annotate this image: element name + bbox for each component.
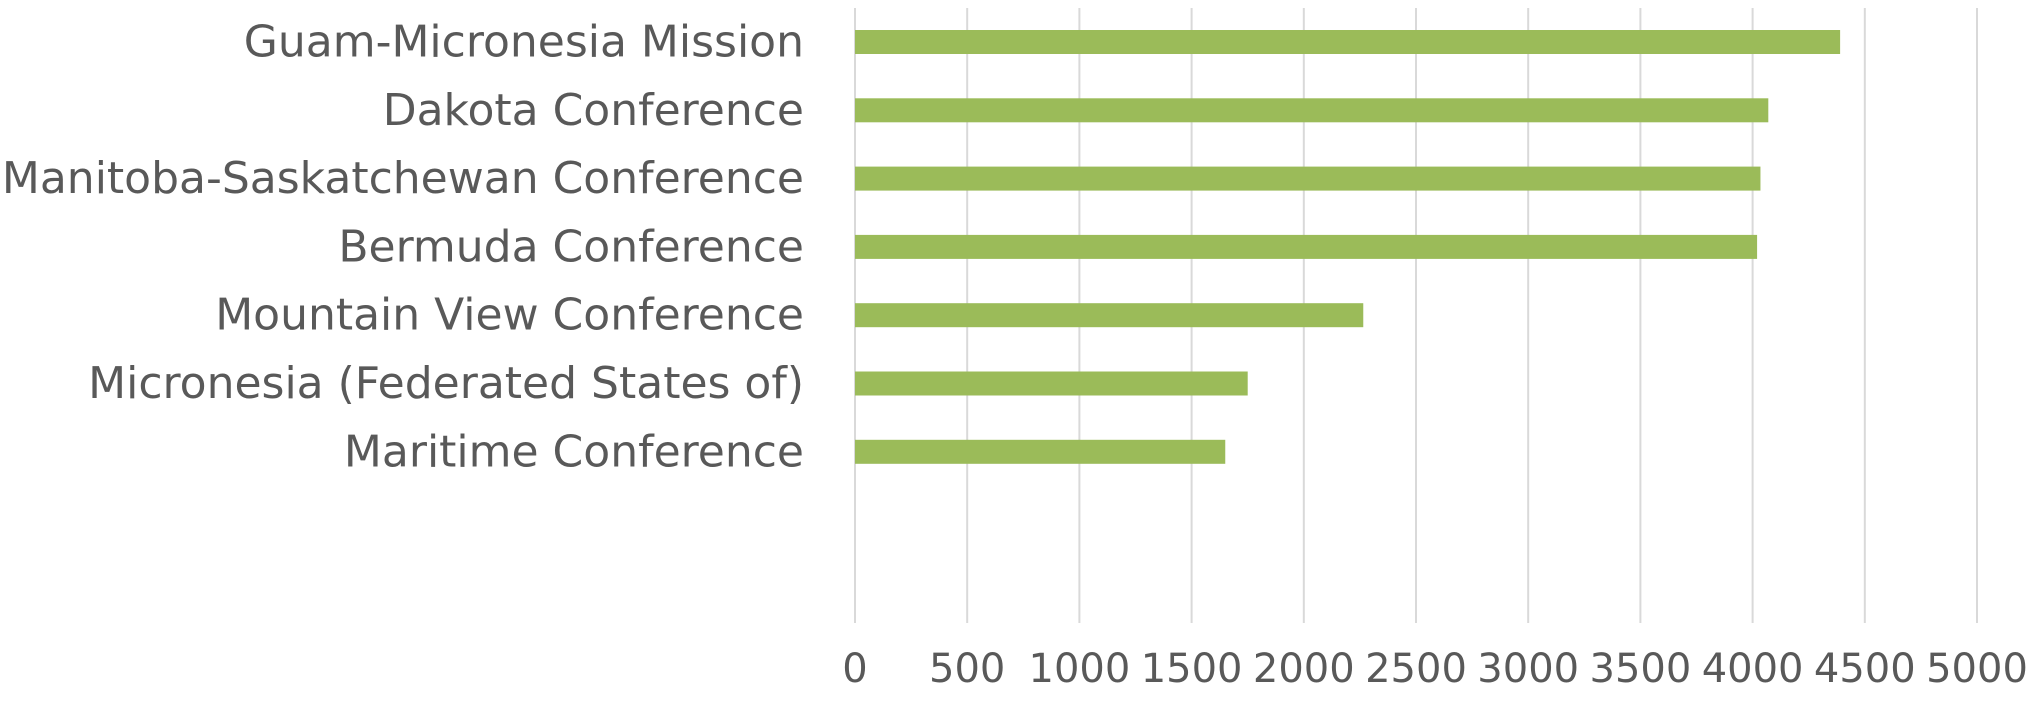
bar bbox=[855, 30, 1841, 54]
category-label: Guam-Micronesia Mission bbox=[244, 17, 804, 68]
category-label: Bermuda Conference bbox=[338, 221, 804, 272]
x-tick-label: 0 bbox=[842, 646, 867, 692]
x-tick-label: 1000 bbox=[1029, 646, 1131, 692]
x-axis-tick-labels: 0 500 1000 1500 2000 2500 3000 3500 4000 4500 5000 bbox=[842, 646, 2028, 692]
bar bbox=[855, 303, 1364, 328]
x-tick-label: 5000 bbox=[1926, 646, 2028, 692]
bar bbox=[855, 234, 1758, 259]
x-tick-label: 2000 bbox=[1253, 646, 1355, 692]
category-label: Dakota Conference bbox=[383, 85, 804, 136]
x-tick-label: 4000 bbox=[1702, 646, 1804, 692]
category-label: Micronesia (Federated States of) bbox=[88, 358, 804, 409]
category-label: Mountain View Conference bbox=[215, 290, 804, 341]
x-tick-label: 500 bbox=[929, 646, 1005, 692]
bar bbox=[855, 98, 1769, 123]
x-tick-label: 2500 bbox=[1365, 646, 1467, 692]
bar bbox=[855, 439, 1226, 464]
category-labels: Guam-Micronesia Mission Dakota Conference… bbox=[2, 17, 804, 478]
category-label: Manitoba-Saskatchewan Conference bbox=[2, 153, 804, 204]
bars bbox=[855, 30, 1841, 464]
bar bbox=[855, 371, 1248, 396]
x-tick-label: 4500 bbox=[1814, 646, 1916, 692]
x-tick-label: 3000 bbox=[1477, 646, 1579, 692]
category-label: Maritime Conference bbox=[344, 426, 804, 477]
bar bbox=[855, 166, 1761, 191]
x-tick-label: 1500 bbox=[1141, 646, 1243, 692]
x-tick-label: 3500 bbox=[1590, 646, 1692, 692]
